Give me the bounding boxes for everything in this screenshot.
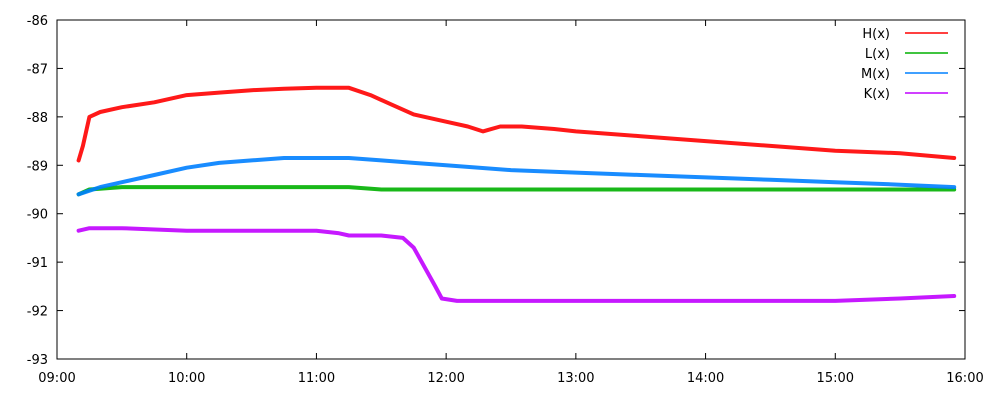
legend-label: M(x) (861, 67, 890, 82)
x-tick-label: 15:00 (817, 371, 854, 386)
y-tick-label: -86 (27, 14, 48, 29)
y-tick-label: -91 (27, 256, 48, 271)
x-axis: 09:00 10:00 11:00 12:00 13:00 14:00 15:00 16:00 (38, 20, 984, 386)
series-line-hx (76, 85, 957, 163)
legend: H(x) L(x) M(x) K(x) (861, 27, 948, 102)
y-axis: -86 -87 -88 -89 -90 -91 -92 -93 (27, 14, 965, 368)
legend-label: L(x) (865, 47, 890, 62)
series-line-kx (76, 226, 957, 303)
x-tick-label: 14:00 (687, 371, 724, 386)
x-tick-label: 09:00 (38, 371, 75, 386)
y-tick-label: -87 (27, 62, 48, 77)
y-tick-label: -88 (27, 111, 48, 126)
y-tick-label: -90 (27, 208, 48, 223)
series-line-lx (76, 185, 957, 197)
y-tick-label: -93 (27, 353, 48, 368)
series-layer (76, 85, 957, 303)
legend-label: K(x) (864, 87, 890, 102)
series-line-mx (76, 156, 957, 197)
y-tick-label: -92 (27, 305, 48, 320)
x-tick-label: 13:00 (557, 371, 594, 386)
x-tick-label: 12:00 (427, 371, 464, 386)
legend-label: H(x) (862, 27, 890, 42)
x-tick-label: 11:00 (298, 371, 335, 386)
y-tick-label: -89 (27, 159, 48, 174)
plot-frame (56, 19, 966, 360)
x-tick-label: 16:00 (946, 371, 983, 386)
x-tick-label: 10:00 (168, 371, 205, 386)
